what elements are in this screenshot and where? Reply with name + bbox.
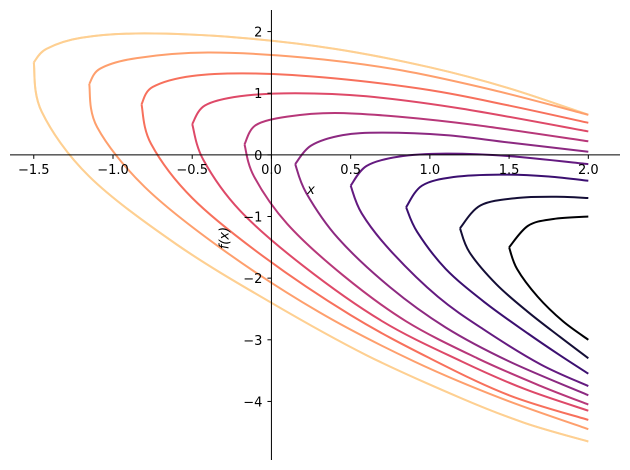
- x-tick-label: −0.5: [176, 163, 208, 178]
- series-6-lower-line: [191, 123, 589, 412]
- series-10-lower-line: [32, 62, 589, 443]
- y-axis-label: f(x): [218, 227, 233, 249]
- x-tick-label: 1.5: [499, 163, 520, 178]
- series-7-lower-line: [140, 104, 589, 421]
- x-axis-label: x: [306, 183, 315, 198]
- x-tick-label: −1.0: [97, 163, 129, 178]
- series-2-lower-line: [405, 206, 589, 375]
- series-1-lower-line: [459, 227, 589, 360]
- x-tick-label: −1.5: [18, 163, 50, 178]
- x-tick-label: 0.5: [340, 163, 361, 178]
- series-3-lower-line: [349, 185, 589, 387]
- series-4-lower-line: [294, 163, 589, 397]
- ticks-layer: −1.5 −1.0 −0.5 0.0 0.5 1.0 1.5 2.0 −4 −3 −2 −1 0 1 2: [18, 26, 599, 411]
- y-tick-label: −4: [243, 395, 262, 410]
- x-tick-label: 1.0: [420, 163, 441, 178]
- series-6-upper-line: [191, 92, 589, 133]
- series-1-upper-line: [459, 195, 589, 229]
- series-9-upper-line: [32, 32, 589, 116]
- series-3-upper-line: [349, 152, 589, 187]
- series-8-lower-line: [88, 83, 589, 431]
- y-tick-label: 0: [254, 149, 262, 164]
- series-8-upper-line: [88, 51, 589, 116]
- y-tick-label: −1: [243, 211, 262, 226]
- series-7-upper-line: [140, 72, 589, 124]
- curves-layer: [32, 32, 589, 443]
- y-tick-label: −3: [243, 334, 262, 349]
- x-tick-label: 0.0: [261, 163, 282, 178]
- y-tick-label: −2: [243, 272, 262, 287]
- series-2-upper-line: [405, 173, 589, 208]
- series-0-upper-line: [508, 215, 589, 248]
- series-0-lower-line: [508, 246, 589, 341]
- x-tick-label: 2.0: [578, 163, 599, 178]
- axes-layer: [10, 10, 620, 460]
- series-4-upper-line: [294, 131, 589, 165]
- y-tick-label: 2: [254, 26, 262, 41]
- series-5-upper-line: [243, 111, 589, 145]
- y-tick-label: 1: [254, 87, 262, 102]
- series-5-lower-line: [243, 144, 589, 406]
- series-9-lower-line: [32, 62, 589, 443]
